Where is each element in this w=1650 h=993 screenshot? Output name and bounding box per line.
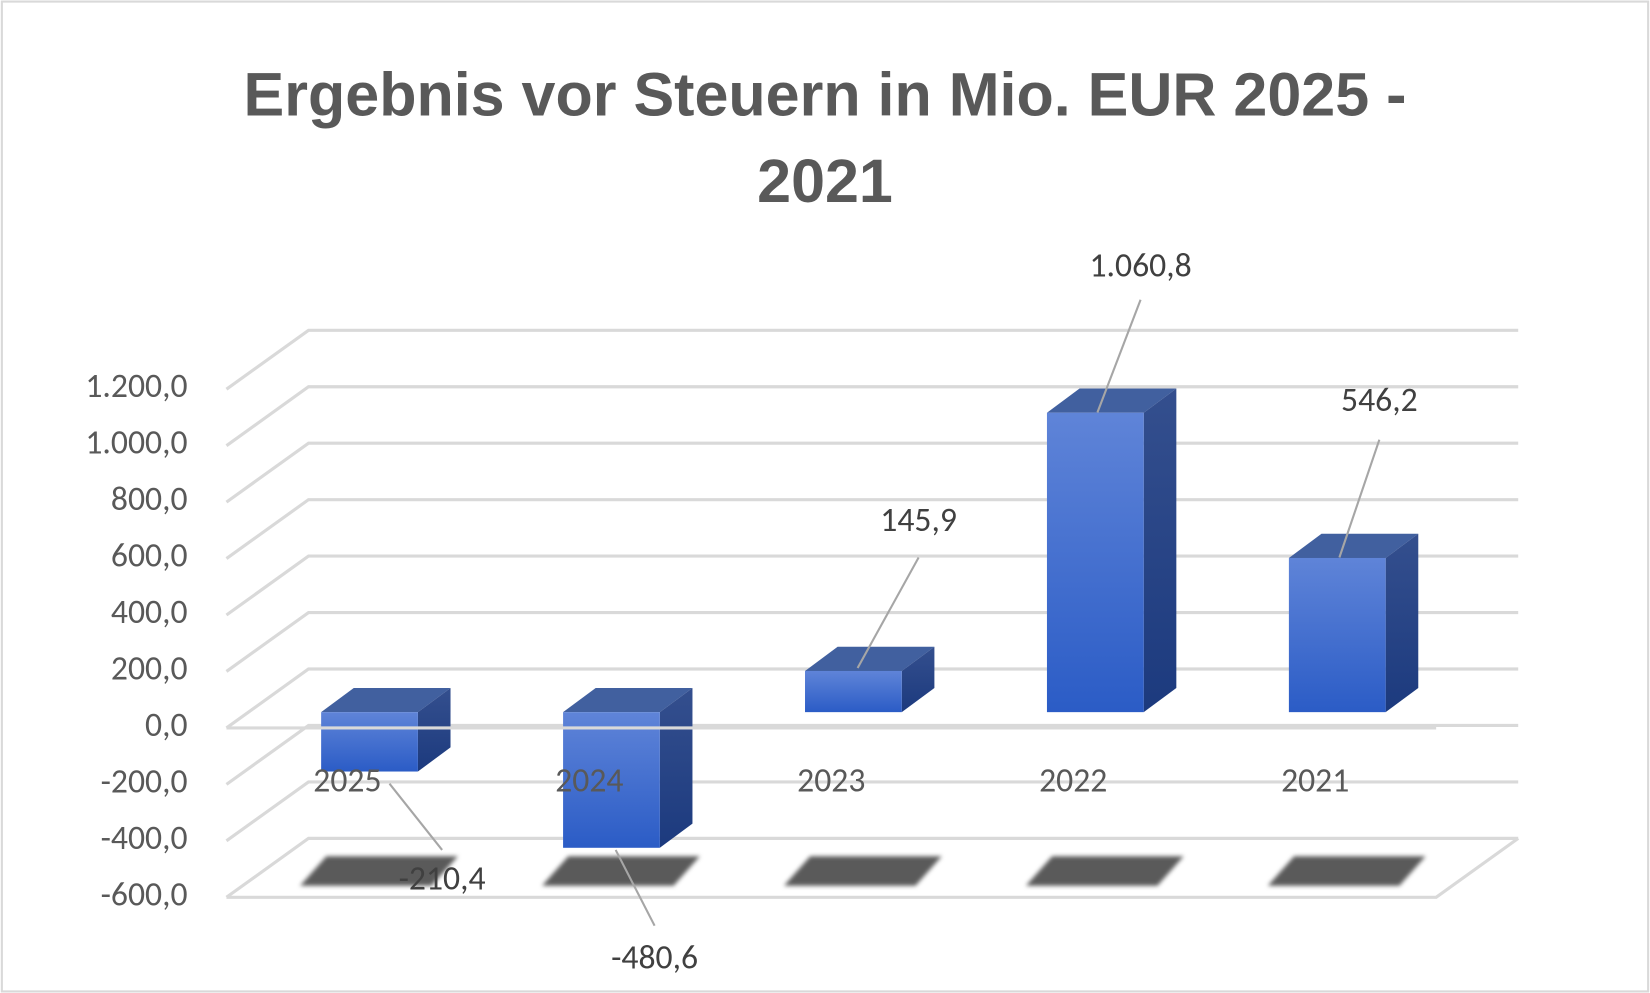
data-label: 546,2 <box>1341 380 1418 421</box>
bar <box>563 712 660 848</box>
grid-line <box>225 385 1519 447</box>
x-tick-label: 2021 <box>1281 761 1349 802</box>
data-label: -480,6 <box>611 937 698 978</box>
y-tick-label: 1.200,0 <box>85 366 187 407</box>
bar-top <box>563 687 693 713</box>
data-label: 1.060,8 <box>1089 245 1191 286</box>
bar-side <box>901 646 935 713</box>
bar-shadow <box>542 856 700 886</box>
y-tick-label: -600,0 <box>101 874 188 915</box>
data-label: 145,9 <box>880 500 957 541</box>
chart-title: Ergebnis vor Steuern in Mio. EUR 2025 - … <box>243 61 1407 216</box>
bar <box>1046 412 1144 713</box>
x-tick-label: 2022 <box>1039 761 1107 802</box>
grid-line <box>225 328 1519 391</box>
bar-top <box>321 687 451 713</box>
x-tick-label: 2025 <box>313 761 381 802</box>
y-tick-label: 0,0 <box>145 705 188 746</box>
leader-line <box>1096 299 1142 413</box>
bar-top <box>1288 533 1419 558</box>
bar-shadow <box>1025 856 1184 886</box>
leader-line <box>388 783 443 851</box>
x-tick-label: 2023 <box>797 761 865 802</box>
grid-line <box>225 780 1519 843</box>
x-tick-label: 2024 <box>555 761 623 802</box>
y-tick-label: 200,0 <box>111 648 188 689</box>
y-tick-label: 800,0 <box>111 479 188 520</box>
grid-line <box>225 836 1519 899</box>
bar-side <box>1385 533 1419 713</box>
y-tick-label: -400,0 <box>101 818 188 859</box>
y-tick-label: 1.000,0 <box>85 423 187 464</box>
title-box: Ergebnis vor Steuern in Mio. EUR 2025 - … <box>243 61 1407 216</box>
bar <box>321 712 418 772</box>
y-tick-label: 400,0 <box>111 592 188 633</box>
bar-shadow <box>300 856 458 886</box>
leader-line <box>1338 439 1381 558</box>
bar-shadow <box>783 856 942 886</box>
bar-side <box>659 687 693 848</box>
bar-top <box>1046 388 1177 413</box>
grid-line <box>225 723 1519 786</box>
y-tick-label: 600,0 <box>111 536 188 577</box>
bar-top <box>805 646 935 671</box>
bar-side <box>417 687 451 772</box>
y-tick-label: -200,0 <box>101 761 188 802</box>
bar <box>805 670 902 713</box>
data-label: -210,4 <box>399 859 486 900</box>
bar-shadow <box>1267 856 1426 886</box>
floor-edge <box>226 837 1520 899</box>
bar <box>1288 557 1386 713</box>
bar-side <box>1143 388 1177 713</box>
leader-line <box>856 557 920 669</box>
leader-line <box>614 849 656 927</box>
